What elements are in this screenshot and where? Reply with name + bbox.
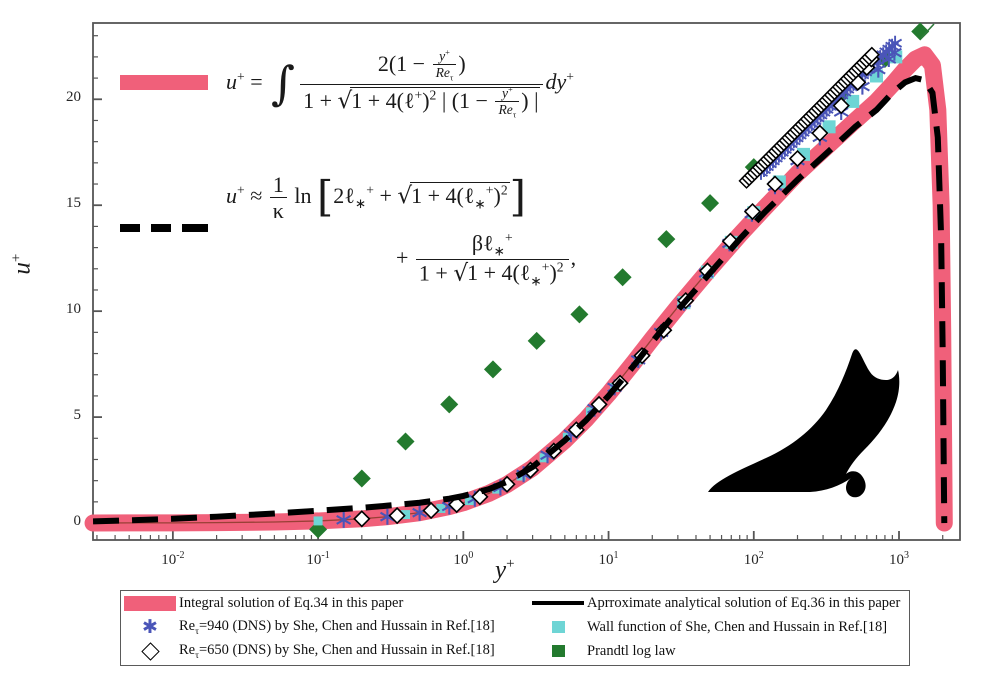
- marker-prandtl-log-law: [352, 469, 371, 488]
- marker-prandtl-log-law: [483, 360, 502, 379]
- legend-row: ✱ Reτ=940 (DNS) by She, Chen and Hussain…: [121, 615, 909, 639]
- ytick-label: 5: [73, 407, 82, 424]
- marker-dns-650: [743, 202, 762, 221]
- marker-wall-function: [401, 510, 411, 520]
- open-diamond-marker-icon: [121, 639, 179, 663]
- marker-dns-650: [811, 124, 829, 142]
- green-tick-artifact: [920, 23, 935, 39]
- marker-prandtl-log-law: [701, 194, 720, 213]
- xtick-label: 10-1: [306, 550, 330, 568]
- marker-wall-function: [313, 516, 323, 526]
- plot-frame: [92, 22, 961, 541]
- legend-label: Aprroximate analytical solution of Eq.36…: [587, 594, 901, 611]
- marker-wall-function: [822, 120, 836, 134]
- legend-label: Reτ=940 (DNS) by She, Chen and Hussain i…: [179, 617, 495, 637]
- high-heel-shoe-heel: [816, 450, 856, 486]
- equation-1-pink-swatch: [120, 74, 208, 90]
- marker-prandtl-log-law: [911, 22, 930, 41]
- marker-dns-650: [863, 46, 880, 63]
- marker-wall-function: [436, 503, 446, 513]
- legend-entry-dns-940: ✱ Reτ=940 (DNS) by She, Chen and Hussain…: [121, 615, 529, 639]
- marker-dns-650: [590, 395, 608, 414]
- equation-1-annotation: u+ = ∫ 2(1 − y+ Reτ) 1 + √1 + 4(ℓ+)2 | (1 −…: [120, 47, 574, 120]
- legend-entry-dns-650: Reτ=650 (DNS) by She, Chen and Hussain i…: [121, 639, 529, 663]
- marker-dns-650: [766, 175, 784, 193]
- xtick-label: 102: [743, 550, 764, 568]
- marker-dns-650: [422, 501, 440, 520]
- legend-entry-approximate-solution: Aprroximate analytical solution of Eq.36…: [529, 591, 909, 615]
- marker-wall-function: [846, 94, 860, 108]
- marker-prandtl-log-law: [570, 305, 589, 324]
- series-approximate-solution: [92, 74, 948, 525]
- green-square-marker-icon: [529, 639, 587, 663]
- black-line-swatch-icon: [529, 591, 587, 615]
- equation-1-math: u+ = ∫ 2(1 − y+ Reτ) 1 + √1 + 4(ℓ+)2 | (1 −…: [226, 47, 574, 120]
- legend-entry-integral-solution: Integral solution of Eq.34 in this paper: [121, 591, 529, 615]
- marker-dns-940: [336, 511, 352, 528]
- xtick-label: 100: [453, 550, 474, 568]
- marker-dns-650: [832, 97, 850, 115]
- ytick-label: 15: [66, 195, 81, 212]
- xtick-label: 103: [889, 550, 909, 568]
- xtick-label: 101: [598, 550, 619, 568]
- ytick-label: 0: [73, 513, 82, 530]
- equation-2-dashed-swatch: [120, 223, 208, 232]
- legend-row: Reτ=650 (DNS) by She, Chen and Hussain i…: [121, 639, 909, 663]
- high-heel-shoe-silhouette: [708, 349, 900, 498]
- marker-prandtl-log-law: [527, 331, 546, 350]
- legend-label: Reτ=650 (DNS) by She, Chen and Hussain i…: [179, 641, 495, 661]
- marker-dns-650: [788, 149, 807, 168]
- legend-entry-prandtl-log-law: Prandtl log law: [529, 639, 909, 663]
- legend-label: Prandtl log law: [587, 642, 676, 659]
- pink-band-swatch-icon: [121, 591, 179, 615]
- ytick-label: 10: [66, 301, 81, 318]
- marker-wall-function: [464, 496, 474, 506]
- marker-dns-650: [353, 510, 371, 528]
- x-axis-title: y+: [495, 556, 515, 584]
- legend-row: Integral solution of Eq.34 in this paper…: [121, 591, 909, 615]
- marker-dns-940: [888, 35, 903, 51]
- legend-entry-wall-function: Wall function of She, Chen and Hussain i…: [529, 615, 909, 639]
- chart-legend: Integral solution of Eq.34 in this paper…: [120, 590, 910, 666]
- marker-prandtl-log-law: [440, 395, 459, 414]
- legend-label: Integral solution of Eq.34 in this paper: [179, 594, 404, 611]
- cyan-square-marker-icon: [529, 615, 587, 639]
- marker-dns-650: [388, 507, 406, 525]
- marker-prandtl-log-law: [396, 432, 415, 451]
- xtick-label: 10-2: [161, 550, 185, 568]
- y-axis-title: u+: [8, 253, 36, 275]
- ytick-label: 20: [66, 89, 81, 106]
- blue-star-marker-icon: ✱: [142, 616, 158, 638]
- legend-label: Wall function of She, Chen and Hussain i…: [587, 618, 888, 635]
- marker-prandtl-log-law: [613, 268, 632, 287]
- marker-prandtl-log-law: [657, 230, 676, 249]
